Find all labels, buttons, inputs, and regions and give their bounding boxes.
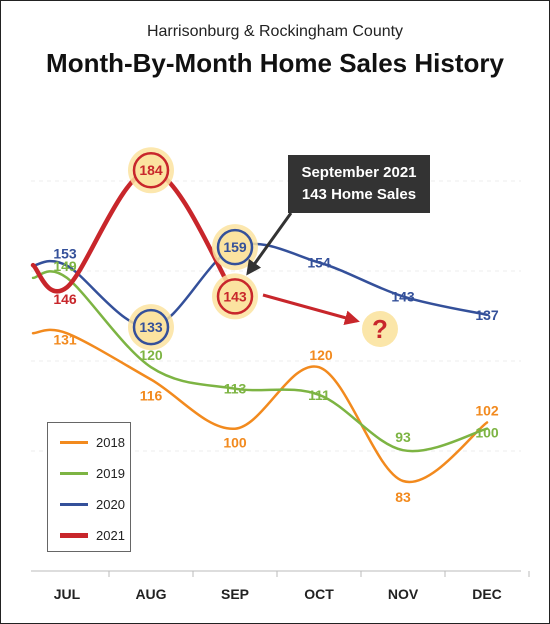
x-tick-label-JUL: JUL bbox=[54, 586, 81, 602]
chart-subtitle: Harrisonburg & Rockingham County bbox=[146, 23, 404, 40]
data-label-2021-AUG: 184 bbox=[139, 162, 163, 178]
data-label-2019-OCT: 111 bbox=[308, 387, 330, 403]
data-label-2020-DEC: 137 bbox=[475, 307, 499, 323]
data-label-2018-NOV: 83 bbox=[395, 489, 411, 505]
data-label-2018-AUG: 116 bbox=[140, 387, 163, 403]
legend-label-2020: 2020 bbox=[96, 496, 125, 512]
legend-swatch-2019 bbox=[60, 471, 88, 475]
x-tick-label-AUG: AUG bbox=[135, 586, 166, 602]
highlight-2020-sep bbox=[216, 228, 254, 266]
callout-pointer-arrow bbox=[246, 212, 293, 276]
legend-swatch-2020 bbox=[60, 502, 88, 506]
legend-item-2020: 2020 bbox=[60, 495, 125, 513]
x-tick-label-OCT: OCT bbox=[304, 586, 334, 602]
data-label-2020-JUL: 153 bbox=[53, 246, 77, 262]
legend-label-2021: 2021 bbox=[96, 527, 125, 543]
chart-title: Month-By-Month Home Sales History bbox=[46, 48, 504, 78]
legend-label-2018: 2018 bbox=[96, 434, 125, 450]
data-label-2019-NOV: 93 bbox=[395, 429, 411, 445]
data-label-2021-JUL: 146 bbox=[53, 291, 77, 307]
legend-label-2019: 2019 bbox=[96, 465, 125, 481]
highlight-2020-aug bbox=[132, 308, 170, 346]
projection-arrow bbox=[262, 293, 360, 326]
data-label-2020-NOV: 143 bbox=[391, 288, 415, 304]
legend: 2018 2019 2020 2021 bbox=[47, 422, 131, 552]
legend-swatch-2018 bbox=[60, 440, 88, 444]
highlight-markers: ? bbox=[128, 147, 398, 351]
question-mark-glow bbox=[362, 311, 398, 347]
data-labels: 131 116 100 120 83 102 149 120 113 111 93 100 153 133… bbox=[53, 162, 499, 505]
highlight-2021-sep bbox=[216, 278, 254, 315]
x-tick-label-DEC: DEC bbox=[472, 586, 502, 602]
legend-swatch-2021 bbox=[60, 532, 88, 538]
data-label-2018-JUL: 131 bbox=[53, 331, 77, 347]
data-label-2019-SEP: 113 bbox=[224, 381, 247, 397]
data-label-2020-AUG: 133 bbox=[139, 319, 163, 335]
series-line-2018 bbox=[31, 328, 489, 484]
data-label-2019-JUL: 149 bbox=[53, 258, 77, 274]
legend-item-2021: 2021 bbox=[60, 526, 125, 544]
data-label-2018-SEP: 100 bbox=[223, 435, 247, 451]
x-tick-label-SEP: SEP bbox=[221, 586, 249, 602]
x-tick-label-NOV: NOV bbox=[388, 586, 419, 602]
legend-item-2018: 2018 bbox=[60, 433, 125, 451]
data-label-2020-OCT: 154 bbox=[307, 255, 331, 271]
data-label-2018-DEC: 102 bbox=[475, 403, 499, 419]
series-line-2021 bbox=[30, 167, 238, 299]
data-label-2021-SEP: 143 bbox=[223, 288, 247, 304]
data-label-2018-OCT: 120 bbox=[309, 347, 333, 363]
callout-line-1: September 2021 bbox=[301, 164, 417, 181]
data-label-2019-AUG: 120 bbox=[139, 347, 163, 363]
highlight-2021-aug bbox=[132, 151, 170, 189]
question-mark: ? bbox=[372, 314, 388, 344]
data-label-2019-DEC: 100 bbox=[475, 425, 499, 441]
september-callout: September 2021 143 Home Sales bbox=[288, 155, 430, 213]
callout-line-2: 143 Home Sales bbox=[301, 186, 417, 203]
data-label-2020-SEP: 159 bbox=[223, 239, 247, 255]
legend-item-2019: 2019 bbox=[60, 464, 125, 482]
x-axis: JUL AUG SEP OCT NOV DEC bbox=[31, 570, 530, 602]
